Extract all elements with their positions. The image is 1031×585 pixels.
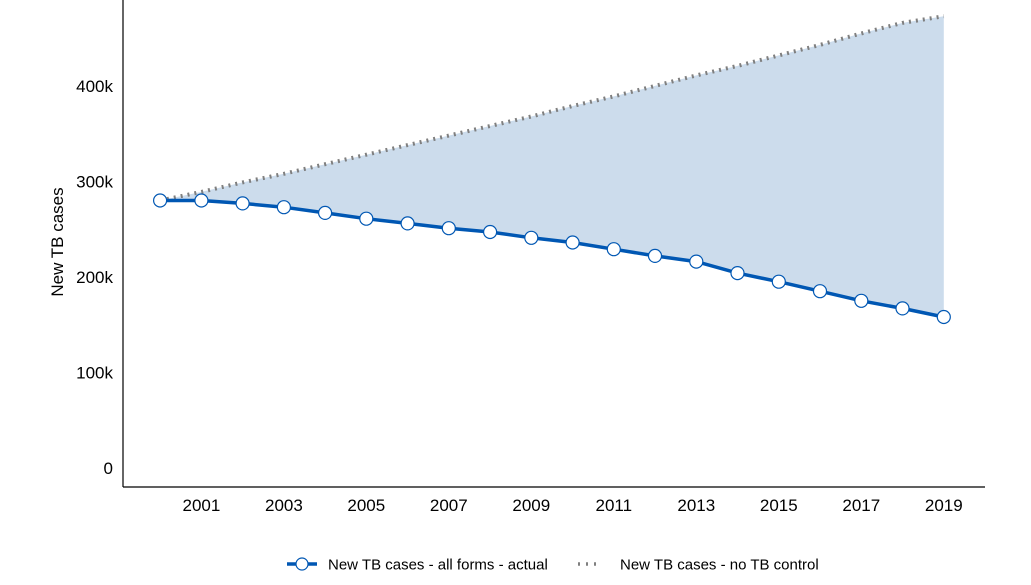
- data-point-2011: [606, 242, 621, 257]
- x-tick-label: 2009: [512, 496, 550, 515]
- x-axis-ticks: 2001 2003 2005 2007 2009 2011 2013 2015 2017 2019: [182, 496, 962, 515]
- gap-area: [160, 16, 944, 317]
- data-point-2017: [854, 293, 869, 308]
- legend-label-actual: New TB cases - all forms - actual: [328, 557, 548, 574]
- data-point-2004: [318, 205, 333, 220]
- y-tick-label: 100k: [76, 363, 113, 382]
- x-tick-label: 2007: [430, 496, 468, 515]
- data-point-2006: [400, 216, 415, 231]
- plot-area: [153, 14, 951, 325]
- y-axis-title: New TB cases: [48, 187, 67, 296]
- x-tick-label: 2005: [347, 496, 385, 515]
- data-point-2001: [194, 193, 209, 208]
- data-point-2014: [730, 266, 745, 281]
- x-tick-label: 2001: [182, 496, 220, 515]
- x-tick-label: 2013: [677, 496, 715, 515]
- data-point-2002: [235, 196, 250, 211]
- y-axis-ticks: 0 100k 200k 300k 400k: [76, 77, 113, 478]
- data-point-2019: [936, 309, 951, 325]
- legend-item-actual: New TB cases - all forms - actual: [287, 557, 548, 574]
- legend: New TB cases - all forms - actual New TB…: [287, 557, 819, 574]
- x-tick-label: 2011: [596, 496, 633, 515]
- data-point-2005: [359, 211, 374, 226]
- series-line-no-control: [159, 14, 945, 203]
- data-point-2007: [441, 221, 456, 236]
- x-tick-label: 2017: [842, 496, 880, 515]
- legend-label-no-control: New TB cases - no TB control: [620, 557, 819, 574]
- x-tick-label: 2015: [760, 496, 798, 515]
- x-tick-label: 2019: [925, 496, 963, 515]
- y-tick-label: 200k: [76, 268, 113, 287]
- legend-marker-actual: [295, 557, 309, 571]
- data-point-2010: [565, 235, 580, 250]
- data-point-2009: [524, 230, 539, 245]
- data-point-2008: [483, 224, 498, 240]
- series-points-actual: [153, 193, 951, 325]
- data-point-2003: [276, 200, 291, 215]
- data-point-2016: [812, 284, 828, 299]
- data-point-2000: [153, 193, 168, 208]
- data-point-2015: [771, 274, 786, 289]
- legend-item-no-control: New TB cases - no TB control: [578, 557, 819, 574]
- y-tick-label: 300k: [76, 172, 113, 191]
- data-point-2012: [647, 248, 663, 263]
- data-point-2013: [689, 254, 704, 269]
- data-point-2018: [895, 301, 910, 316]
- y-tick-label: 0: [104, 459, 113, 478]
- y-tick-label: 400k: [76, 77, 113, 96]
- x-tick-label: 2003: [265, 496, 303, 515]
